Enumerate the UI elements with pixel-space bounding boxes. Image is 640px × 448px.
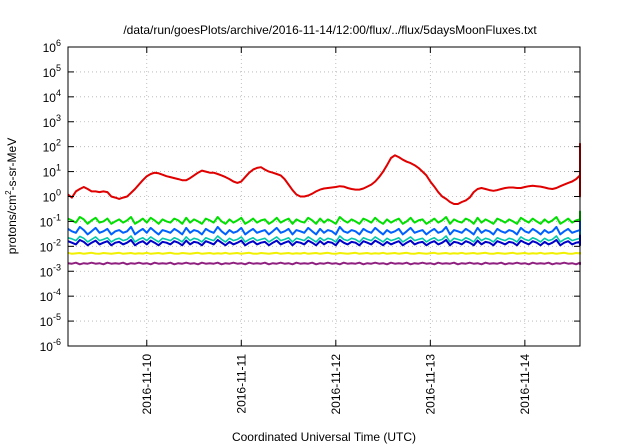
- y-tick-label: 100: [43, 188, 61, 205]
- y-tick-label: 10-6: [40, 337, 61, 354]
- y-tick-label: 105: [43, 63, 61, 80]
- y-axis-label: protons/cm2-s-sr-MeV: [4, 138, 19, 254]
- y-tick-label: 10-4: [40, 287, 61, 304]
- series-line: [67, 261, 581, 266]
- y-tick-labels: 10-6 10-5 10-4 10-3 10-2 10-1 100 101 102 103 104 1…: [40, 38, 61, 354]
- x-tick-label: 2016-11-11: [234, 354, 248, 414]
- x-tick-label: 2016-11-13: [423, 354, 437, 415]
- x-tick-labels: 2016-11-10 2016-11-11 2016-11-12 2016-11-13…: [140, 354, 532, 415]
- y-tick-label: 103: [43, 113, 61, 130]
- series-line: [67, 210, 581, 225]
- series-line: [67, 142, 581, 205]
- series-line: [67, 251, 581, 255]
- y-tick-label: 101: [43, 163, 61, 180]
- x-tick-label: 2016-11-10: [140, 354, 154, 415]
- x-tick-label: 2016-11-12: [329, 354, 343, 415]
- axis-ticks: [68, 46, 580, 347]
- y-tick-label: 10-5: [40, 312, 61, 329]
- x-axis-label: Coordinated Universal Time (UTC): [232, 430, 416, 444]
- grid-lines: [68, 47, 580, 346]
- y-tick-label: 10-2: [40, 237, 61, 254]
- y-tick-label: 104: [43, 88, 61, 105]
- y-tick-label: 10-1: [40, 212, 61, 229]
- y-tick-label: 10-3: [40, 262, 61, 279]
- y-tick-label: 106: [43, 38, 61, 55]
- x-tick-label: 2016-11-14: [518, 354, 532, 415]
- y-tick-label: 102: [43, 138, 61, 155]
- chart-title: /data/run/goesPlots/archive/2016-11-14/1…: [123, 23, 537, 37]
